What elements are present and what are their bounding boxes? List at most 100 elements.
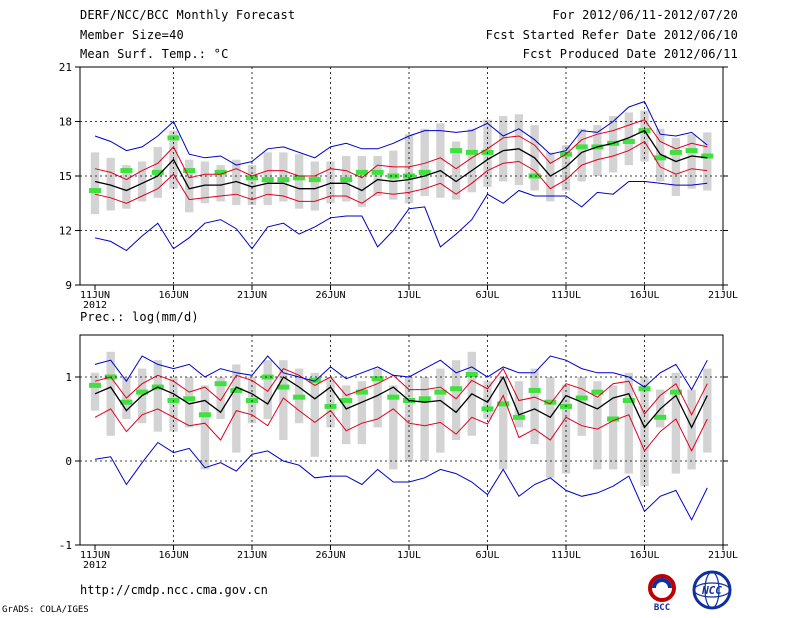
precipitation-chart: -1 0 1 11JUN 16JUN 21JUN 26JUN 1JUL 6JUL 11JUL 16J… — [59, 334, 738, 571]
prec-range-box — [232, 364, 241, 453]
temp-xtick-label: 11JUN — [80, 290, 110, 301]
temp-xtick-label: 11JUL — [551, 290, 581, 301]
forecast-period: For 2012/06/11-2012/07/20 — [552, 8, 738, 22]
prec-xtick-label: 11JUL — [551, 550, 581, 561]
temp-range-box — [577, 128, 586, 182]
temp-climatology-mark — [654, 155, 667, 161]
prec-range-box — [404, 377, 414, 461]
temp-climatology-mark — [387, 173, 400, 179]
temp-climatology-mark — [669, 149, 682, 155]
prec-climatology-mark — [230, 387, 243, 393]
prec-series-maximum — [94, 355, 708, 391]
prec-climatology-mark — [669, 389, 682, 395]
temp-range-box — [294, 154, 304, 209]
temp-range-box — [593, 125, 602, 176]
temp-range-box — [687, 134, 696, 189]
prec-climatology-mark — [340, 398, 353, 404]
prec-climatology-mark — [183, 396, 196, 402]
prec-climatology-mark — [277, 384, 290, 390]
prec-climatology-mark — [607, 416, 620, 422]
temp-climatology-mark — [371, 169, 384, 175]
prec-climatology-mark — [544, 399, 557, 405]
prec-year-label: 2012 — [83, 560, 107, 571]
prec-ytick-label: -1 — [59, 539, 72, 552]
temp-xtick-label: 16JUL — [629, 290, 659, 301]
prec-panel-title: Prec.: log(mm/d) — [80, 310, 199, 324]
temp-xtick-label: 26JUN — [315, 290, 345, 301]
temp-range-box — [200, 161, 210, 204]
prec-range-box — [703, 368, 712, 453]
temp-ytick-label: 15 — [59, 170, 72, 183]
temp-climatology-mark — [277, 177, 290, 183]
prec-range-box — [530, 368, 539, 445]
prec-climatology-mark — [136, 389, 149, 395]
temp-range-box — [436, 123, 445, 198]
temp-range-box — [247, 165, 257, 206]
temp-range-box — [703, 132, 712, 191]
prec-climatology-mark — [481, 406, 494, 412]
temp-series-minimum — [94, 181, 708, 252]
temp-climatology-mark — [465, 149, 478, 155]
prec-climatology-mark — [89, 382, 101, 388]
prec-range-box — [263, 360, 272, 419]
prec-range-box — [499, 377, 508, 470]
prec-series-lower-spread — [94, 394, 708, 453]
temp-range-box — [546, 152, 555, 202]
prec-climatology-mark — [575, 395, 588, 401]
temp-series-lower-spread — [94, 140, 708, 204]
temp-range-box — [451, 141, 461, 200]
temp-range-box — [122, 165, 131, 209]
temp-climatology-mark — [403, 173, 415, 179]
prec-range-box — [671, 372, 681, 474]
prec-range-box — [279, 360, 288, 440]
prec-range-box — [326, 377, 335, 428]
prec-range-box — [185, 377, 194, 428]
temp-ytick-label: 21 — [59, 61, 72, 74]
prec-range-box — [593, 381, 602, 470]
prec-range-box — [153, 360, 162, 432]
temp-climatology-mark — [308, 177, 321, 183]
prec-xtick-label: 1JUL — [397, 550, 421, 561]
ncc-logo: NCC — [692, 570, 732, 610]
grads-credit: GrADS: COLA/IGES — [2, 605, 89, 615]
prec-xtick-label: 6JUL — [475, 550, 499, 561]
prec-climatology-mark — [622, 398, 635, 404]
prec-series-ensemble-mean — [94, 375, 708, 429]
temp-climatology-mark — [528, 173, 541, 179]
chart-title: DERF/NCC/BCC Monthly Forecast — [80, 8, 296, 22]
prec-climatology-mark — [198, 412, 211, 418]
temp-xtick-label: 21JUN — [237, 290, 267, 301]
prec-climatology-mark — [418, 396, 431, 402]
prec-xtick-label: 21JUL — [708, 550, 738, 561]
temp-climatology-mark — [450, 148, 463, 154]
temp-xtick-label: 21JUL — [708, 290, 738, 301]
temperature-chart: 9 12 15 18 21 11JUN 16JUN 21JUN 26JUN 1JUL 6JUL 11J… — [59, 61, 738, 311]
prec-climatology-mark — [497, 401, 510, 407]
prec-climatology-mark — [434, 389, 447, 395]
temp-climatology-mark — [151, 169, 164, 175]
temp-climatology-mark — [575, 144, 588, 150]
prec-range-box — [106, 351, 115, 436]
website-url[interactable]: http://cmdp.ncc.cma.gov.cn — [80, 583, 268, 597]
temp-range-box — [90, 152, 100, 215]
prec-series-minimum — [94, 441, 708, 521]
temp-ytick-label: 18 — [59, 116, 72, 129]
prec-climatology-mark — [293, 394, 306, 400]
temp-climatology-mark — [685, 148, 698, 154]
prec-range-box — [216, 377, 225, 419]
prec-ytick-label: 1 — [65, 371, 72, 384]
prec-range-box — [451, 360, 461, 440]
prec-xtick-label: 16JUN — [158, 550, 188, 561]
prec-climatology-mark — [214, 381, 227, 387]
prec-range-box — [90, 372, 100, 411]
prec-range-box — [357, 381, 367, 445]
temp-year-label: 2012 — [83, 300, 107, 311]
prec-climatology-mark — [120, 399, 133, 405]
prec-range-box — [436, 368, 445, 453]
prec-climatology-mark — [528, 387, 541, 393]
temp-climatology-mark — [214, 169, 227, 175]
bcc-logo: BCC — [648, 574, 676, 612]
produced-date: Fcst Produced Date 2012/06/11 — [522, 47, 738, 61]
temp-range-box — [310, 161, 319, 211]
prec-range-box — [310, 372, 319, 457]
